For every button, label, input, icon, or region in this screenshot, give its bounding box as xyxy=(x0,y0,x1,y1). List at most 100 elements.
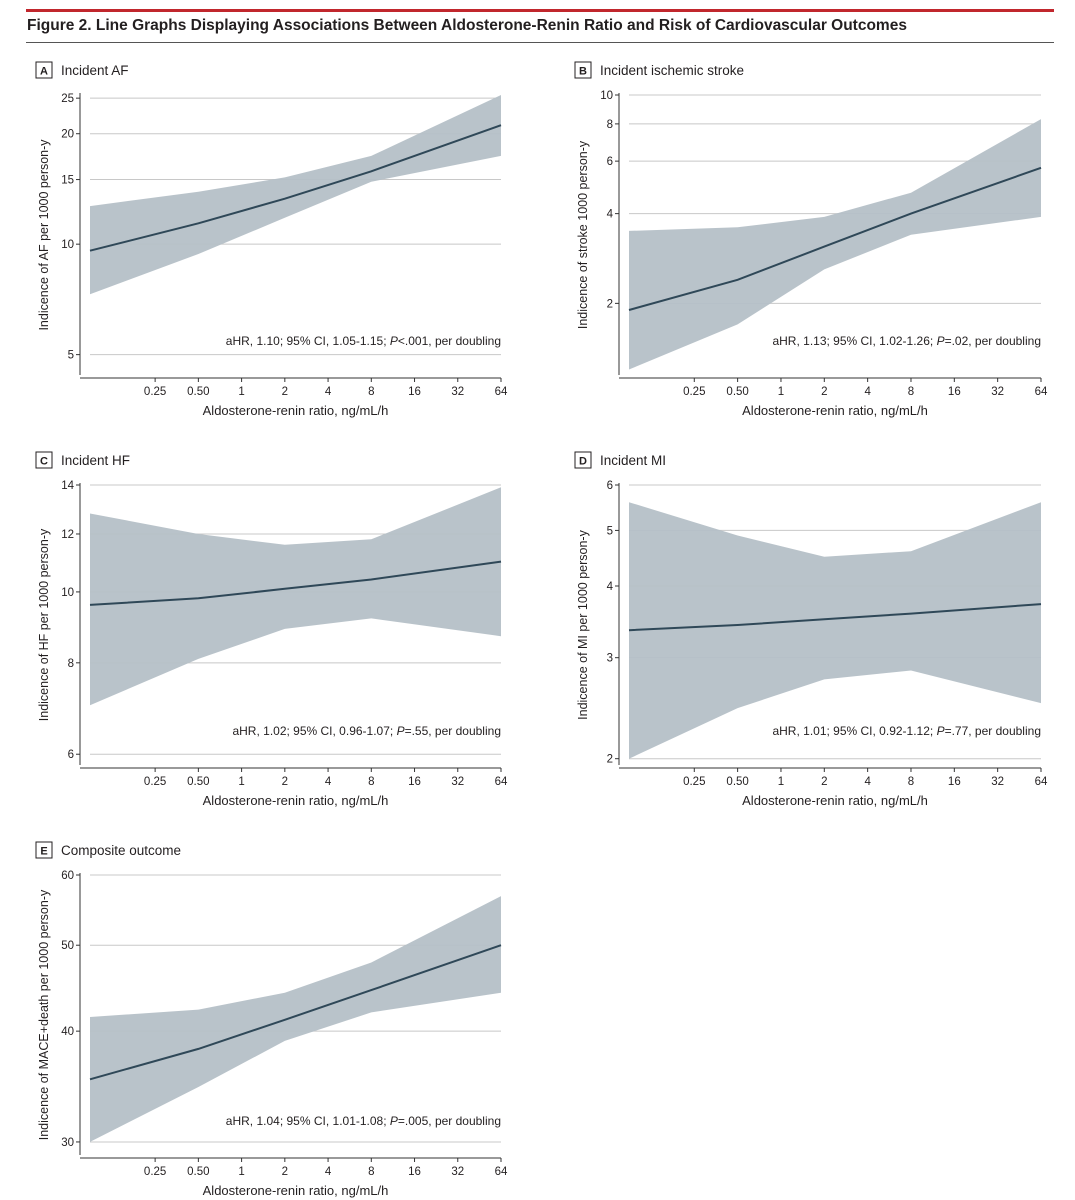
x-tick-label: 0.25 xyxy=(683,386,705,398)
x-tick-label: 64 xyxy=(495,1166,508,1178)
panel-letter: E xyxy=(40,846,47,858)
panel-letter-box xyxy=(35,61,53,79)
stats-annotation: aHR, 1.10; 95% CI, 1.05-1.15; P<.001, pe… xyxy=(226,334,501,348)
y-axis-label: Indicence of MACE+death per 1000 person-… xyxy=(37,889,51,1140)
figure-title: Figure 2. Line Graphs Displaying Associa… xyxy=(27,17,907,34)
y-tick-label: 3 xyxy=(607,653,613,665)
title-divider xyxy=(26,42,1054,43)
x-tick-label: 64 xyxy=(495,386,508,398)
x-tick-label: 0.25 xyxy=(144,1166,166,1178)
confidence-band xyxy=(90,896,501,1142)
x-tick-label: 8 xyxy=(908,776,914,788)
confidence-band xyxy=(90,487,501,706)
x-tick-label: 8 xyxy=(368,776,374,788)
x-tick-label: 4 xyxy=(864,386,871,398)
x-tick-label: 0.25 xyxy=(144,386,166,398)
y-tick-label: 20 xyxy=(61,129,74,141)
x-axis-label: Aldosterone-renin ratio, ng/mL/h xyxy=(203,403,389,418)
y-tick-label: 4 xyxy=(607,581,614,593)
y-tick-label: 2 xyxy=(607,298,613,310)
x-tick-label: 2 xyxy=(821,776,827,788)
confidence-band xyxy=(629,502,1041,759)
y-tick-label: 6 xyxy=(607,480,613,492)
x-tick-label: 64 xyxy=(495,776,508,788)
panel-title: Incident ischemic stroke xyxy=(600,63,744,78)
x-tick-label: 1 xyxy=(778,386,784,398)
panel-a: A Incident AF 5 10 15 20 25 0.25 0.50 1 2 4 8 16 32 64 A… xyxy=(35,61,508,418)
x-tick-label: 4 xyxy=(325,386,332,398)
panel-b: B Incident ischemic stroke 2 4 6 8 10 0.25 0.50 1… xyxy=(574,61,1048,418)
y-tick-label: 30 xyxy=(61,1137,74,1149)
stats-annotation-part: aHR, 1.04; 95% CI, 1.01-1.08; xyxy=(226,1114,390,1128)
stats-annotation: aHR, 1.01; 95% CI, 0.92-1.12; P=.77, per… xyxy=(772,724,1041,738)
estimate-line xyxy=(89,124,502,252)
x-tick-label: 16 xyxy=(948,776,961,788)
panel-letter-box xyxy=(574,61,592,79)
panel-letter: A xyxy=(40,66,48,78)
x-tick-label: 0.50 xyxy=(187,1166,209,1178)
estimate-line xyxy=(628,166,1042,311)
x-tick-label: 0.50 xyxy=(726,386,748,398)
stats-annotation-part: <.001, per doubling xyxy=(398,334,501,348)
y-axis-label: Indicence of MI per 1000 person-y xyxy=(576,529,590,719)
stats-annotation-part: aHR, 1.13; 95% CI, 1.02-1.26; xyxy=(772,334,936,348)
estimate-line xyxy=(628,603,1042,632)
confidence-band xyxy=(629,119,1041,370)
x-tick-label: 16 xyxy=(408,776,421,788)
x-tick-label: 32 xyxy=(451,1166,464,1178)
x-tick-label: 2 xyxy=(282,776,288,788)
y-tick-label: 5 xyxy=(68,350,74,362)
stats-annotation-p: P xyxy=(390,334,398,348)
y-tick-label: 25 xyxy=(61,93,74,105)
x-tick-label: 2 xyxy=(282,386,288,398)
x-axis-label: Aldosterone-renin ratio, ng/mL/h xyxy=(742,793,928,808)
x-tick-label: 1 xyxy=(238,386,244,398)
stats-annotation: aHR, 1.13; 95% CI, 1.02-1.26; P=.02, per… xyxy=(772,334,1041,348)
x-tick-label: 16 xyxy=(408,386,421,398)
x-tick-label: 64 xyxy=(1035,776,1048,788)
x-tick-label: 8 xyxy=(368,1166,374,1178)
x-tick-label: 2 xyxy=(282,1166,288,1178)
stats-annotation-p: P xyxy=(390,1114,398,1128)
y-tick-label: 5 xyxy=(607,525,613,537)
x-tick-label: 32 xyxy=(451,386,464,398)
stats-annotation-part: =.005, per doubling xyxy=(398,1114,501,1128)
panel-letter-box xyxy=(35,451,53,469)
x-axis-label: Aldosterone-renin ratio, ng/mL/h xyxy=(203,1183,389,1198)
estimate-line xyxy=(89,560,502,606)
stats-annotation-p: P xyxy=(937,334,945,348)
stats-annotation-part: aHR, 1.01; 95% CI, 0.92-1.12; xyxy=(772,724,936,738)
x-tick-label: 4 xyxy=(325,776,332,788)
x-tick-label: 32 xyxy=(991,776,1004,788)
stats-annotation-p: P xyxy=(397,724,405,738)
panel-e: E Composite outcome 30 40 50 60 0.25 0.50 1 2 4 8 16… xyxy=(35,841,508,1198)
panel-title: Incident MI xyxy=(600,453,666,468)
x-tick-label: 0.25 xyxy=(144,776,166,788)
y-tick-label: 10 xyxy=(61,239,74,251)
panel-letter-box xyxy=(35,841,53,859)
x-tick-label: 1 xyxy=(238,776,244,788)
x-tick-label: 64 xyxy=(1035,386,1048,398)
panel-title: Incident HF xyxy=(61,453,130,468)
panel-d: D Incident MI 2 3 4 5 6 0.25 0.50 1 2 4 8 16 32 64 Aldos… xyxy=(574,451,1048,808)
y-axis-label: Indicence of HF per 1000 person-y xyxy=(37,528,51,721)
top-accent-rule xyxy=(26,9,1054,12)
stats-annotation: aHR, 1.04; 95% CI, 1.01-1.08; P=.005, pe… xyxy=(226,1114,501,1128)
x-tick-label: 0.50 xyxy=(187,776,209,788)
x-tick-label: 4 xyxy=(864,776,871,788)
x-tick-label: 0.25 xyxy=(683,776,705,788)
y-tick-label: 4 xyxy=(607,209,614,221)
y-tick-label: 60 xyxy=(61,870,74,882)
y-tick-label: 12 xyxy=(61,529,74,541)
y-axis-label: Indicence of AF per 1000 person-y xyxy=(37,139,51,331)
x-tick-label: 1 xyxy=(778,776,784,788)
x-tick-label: 0.50 xyxy=(726,776,748,788)
y-tick-label: 8 xyxy=(607,119,613,131)
stats-annotation-p: P xyxy=(937,724,945,738)
y-tick-label: 6 xyxy=(68,749,74,761)
panel-letter: C xyxy=(40,456,48,468)
x-tick-label: 0.50 xyxy=(187,386,209,398)
x-axis-label: Aldosterone-renin ratio, ng/mL/h xyxy=(203,793,389,808)
x-tick-label: 2 xyxy=(821,386,827,398)
